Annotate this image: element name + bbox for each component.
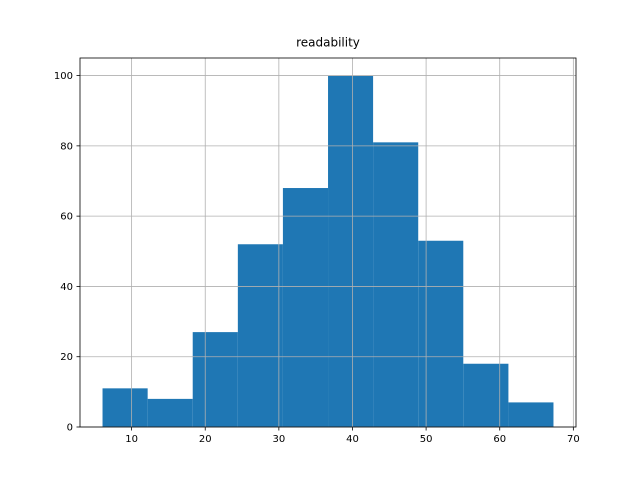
bar — [147, 398, 193, 427]
bar — [282, 188, 329, 427]
x-tick-label: 30 — [272, 434, 285, 445]
bar — [328, 75, 374, 428]
x-tick-label: 50 — [420, 434, 433, 445]
y-tick-label: 20 — [60, 352, 73, 363]
chart-title: readability — [296, 36, 360, 50]
y-tick-label: 100 — [54, 71, 73, 82]
x-tick-label: 40 — [346, 434, 359, 445]
bar — [102, 388, 148, 427]
bar — [192, 332, 238, 427]
x-tick-label: 70 — [567, 434, 580, 445]
y-tick-label: 40 — [60, 282, 73, 293]
bar — [373, 142, 419, 428]
bar — [237, 244, 283, 427]
x-tick-label: 60 — [493, 434, 506, 445]
bar — [463, 363, 509, 427]
bar — [508, 402, 554, 427]
x-tick-label: 10 — [125, 434, 138, 445]
plot-frame — [79, 57, 577, 428]
y-tick-label: 60 — [60, 212, 73, 223]
bar — [418, 240, 464, 427]
y-tick-label: 80 — [60, 141, 73, 152]
x-tick-label: 20 — [199, 434, 212, 445]
y-tick-label: 0 — [67, 423, 73, 434]
